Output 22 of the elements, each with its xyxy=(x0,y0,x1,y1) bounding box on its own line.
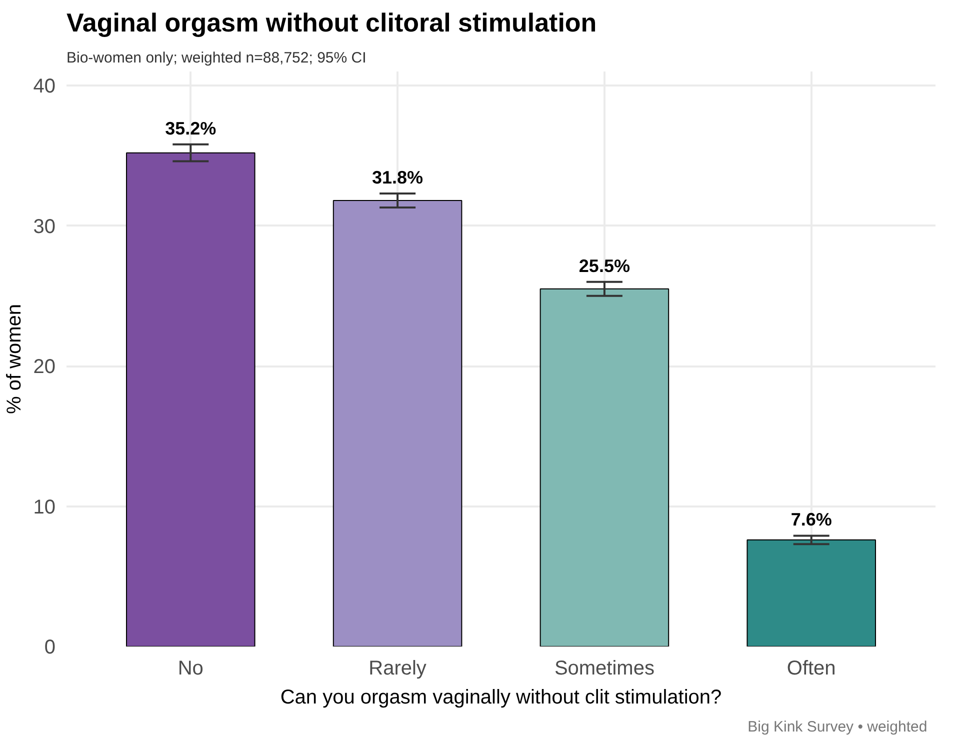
data-label: 7.6% xyxy=(790,510,832,530)
bar xyxy=(746,539,876,646)
data-label: 35.2% xyxy=(165,118,216,138)
x-tick-label: No xyxy=(178,658,204,680)
y-axis-title: % of women xyxy=(3,304,26,414)
bar xyxy=(332,200,462,646)
y-tick-label: 40 xyxy=(33,76,56,98)
data-label: 31.8% xyxy=(372,168,424,188)
data-label: 25.5% xyxy=(578,256,630,276)
x-axis-title: Can you orgasm vaginally without clit stimulation? xyxy=(280,686,722,708)
x-tick-label: Often xyxy=(786,658,836,680)
x-tick-label: Sometimes xyxy=(554,658,654,680)
y-tick-label: 30 xyxy=(33,216,56,238)
y-tick-label: 20 xyxy=(33,356,56,378)
chart-subtitle: Bio-women only; weighted n=88,752; 95% CI xyxy=(66,50,366,66)
y-tick-label: 0 xyxy=(44,636,56,658)
y-tick-label: 10 xyxy=(33,496,56,518)
bar xyxy=(540,288,670,646)
chart-title: Vaginal orgasm without clitoral stimulation xyxy=(66,8,597,38)
x-tick-label: Rarely xyxy=(368,658,426,680)
text: Big Kink Survey • weighted xyxy=(748,718,928,736)
bar xyxy=(126,152,256,646)
